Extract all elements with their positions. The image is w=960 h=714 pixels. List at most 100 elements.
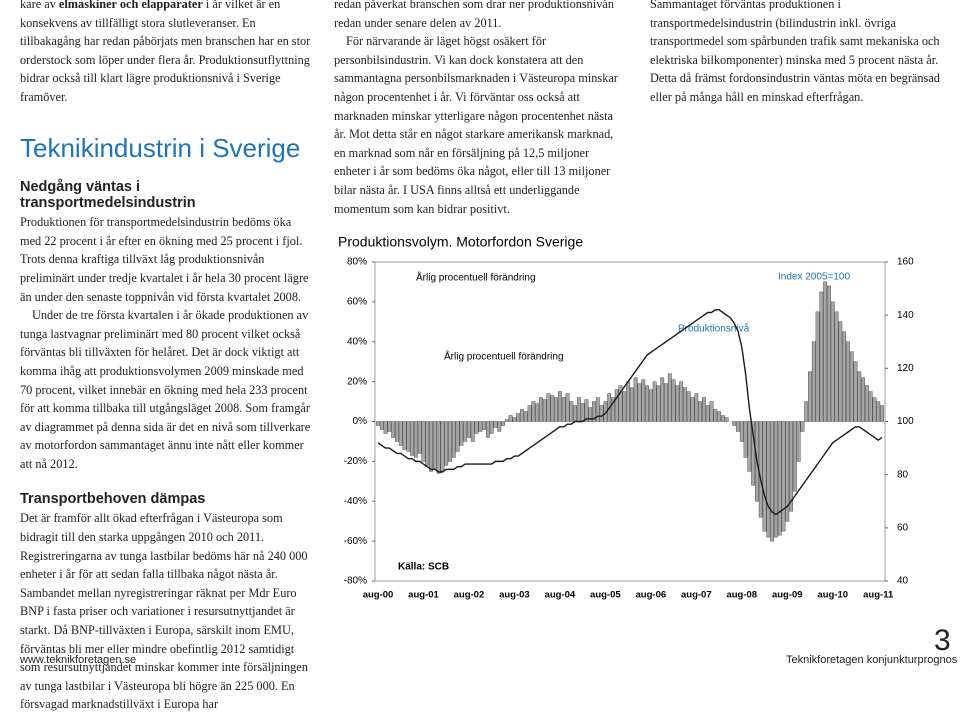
- bar: [686, 391, 691, 422]
- bar: [675, 385, 680, 422]
- bar: [573, 405, 577, 422]
- bar: [376, 421, 380, 426]
- bar: [838, 321, 843, 422]
- annotation: Årlig procentuell förändring: [416, 271, 536, 284]
- y-tick-label: -80%: [344, 576, 367, 587]
- bar: [485, 421, 490, 438]
- bar: [698, 401, 703, 422]
- bar: [402, 421, 407, 450]
- bar: [766, 421, 771, 538]
- bar: [819, 291, 824, 422]
- bar: [622, 391, 627, 422]
- y-tick-label: 80%: [347, 257, 367, 268]
- bar: [550, 395, 555, 422]
- chart: Produktionsvolym. Motorfordon Sverige År…: [338, 234, 914, 601]
- page: kare av elmaskiner och elapparater i år …: [20, 0, 958, 712]
- bar: [830, 301, 835, 422]
- y2-tick-label: 40: [897, 576, 909, 587]
- bar: [789, 421, 793, 512]
- bar: [736, 421, 740, 432]
- bar: [868, 391, 873, 422]
- bar: [470, 421, 475, 442]
- bar: [395, 421, 399, 442]
- bar: [448, 421, 452, 462]
- x-tick-label: aug-10: [817, 590, 848, 601]
- x-tick-label: aug-07: [681, 590, 712, 601]
- bar: [648, 389, 653, 422]
- paragraph: Det är framför allt ökad efterfrågan i V…: [20, 511, 308, 712]
- bar: [618, 385, 623, 422]
- y-tick-label: -40%: [344, 496, 367, 507]
- bar: [694, 393, 699, 422]
- bar: [387, 421, 392, 432]
- bar: [717, 411, 721, 422]
- bar: [842, 331, 847, 422]
- bar: [743, 421, 748, 458]
- bar: [857, 371, 862, 422]
- bar: [770, 421, 775, 542]
- bar: [398, 421, 403, 446]
- bar: [557, 391, 562, 422]
- bar: [611, 397, 615, 422]
- x-tick-label: aug-00: [363, 590, 394, 601]
- x-tick-label: aug-09: [772, 590, 803, 601]
- bar: [599, 405, 604, 422]
- bar: [796, 421, 801, 462]
- x-tick-label: aug-02: [454, 590, 485, 601]
- bar: [474, 421, 479, 434]
- bar: [391, 421, 396, 438]
- footer-url: www.teknikforetagen.se: [20, 654, 137, 666]
- bar: [554, 397, 559, 422]
- bar: [637, 383, 642, 422]
- bar: [588, 407, 593, 422]
- y2-tick-label: 100: [897, 416, 914, 427]
- bar: [478, 421, 483, 432]
- paragraph: Under de tre första kvartalen i år ökade…: [20, 308, 311, 471]
- bar: [542, 399, 547, 422]
- bar: [656, 385, 661, 422]
- bar: [804, 401, 809, 422]
- x-tick-label: aug-01: [408, 590, 439, 601]
- bar: [535, 403, 540, 422]
- bar: [531, 401, 536, 422]
- bar: [792, 421, 797, 492]
- bar: [406, 421, 411, 452]
- bar: [815, 311, 820, 422]
- line: [377, 309, 883, 516]
- bar: [440, 421, 445, 472]
- bar: [827, 285, 831, 422]
- bold-text: elmaskiner och elapparater: [58, 0, 203, 11]
- bar: [864, 385, 869, 422]
- annotation: Årlig procentuell förändring: [444, 350, 564, 363]
- bar: [379, 421, 384, 430]
- bar: [580, 403, 585, 422]
- annotation: Index 2005=100: [778, 272, 850, 283]
- x-tick-label: aug-08: [726, 590, 757, 601]
- bar: [660, 377, 665, 422]
- y-tick-label: -20%: [344, 456, 367, 467]
- subheading: Nedgång väntas i transportmedelsindustri…: [20, 179, 196, 212]
- bar: [872, 397, 877, 422]
- bar: [633, 377, 638, 422]
- bar: [861, 377, 865, 422]
- bar: [705, 405, 710, 422]
- y2-tick-label: 160: [897, 257, 914, 268]
- bar: [781, 421, 786, 532]
- bar: [614, 389, 619, 422]
- bar: [777, 421, 782, 536]
- bar: [508, 415, 513, 422]
- bar: [739, 421, 744, 442]
- right-column: Sammantaget förväntas produktionen i tra…: [650, 0, 940, 107]
- bar: [876, 401, 881, 422]
- bar: [751, 421, 756, 486]
- y2-tick-label: 140: [897, 310, 914, 321]
- bar: [432, 421, 437, 470]
- bar: [667, 373, 672, 422]
- footer-publication: Teknikforetagen konjunkturprognos: [786, 654, 958, 666]
- bar: [539, 397, 543, 422]
- bar: [413, 421, 418, 458]
- bar: [629, 387, 634, 422]
- bar: [455, 421, 460, 452]
- bar: [383, 421, 388, 434]
- bar: [421, 421, 426, 462]
